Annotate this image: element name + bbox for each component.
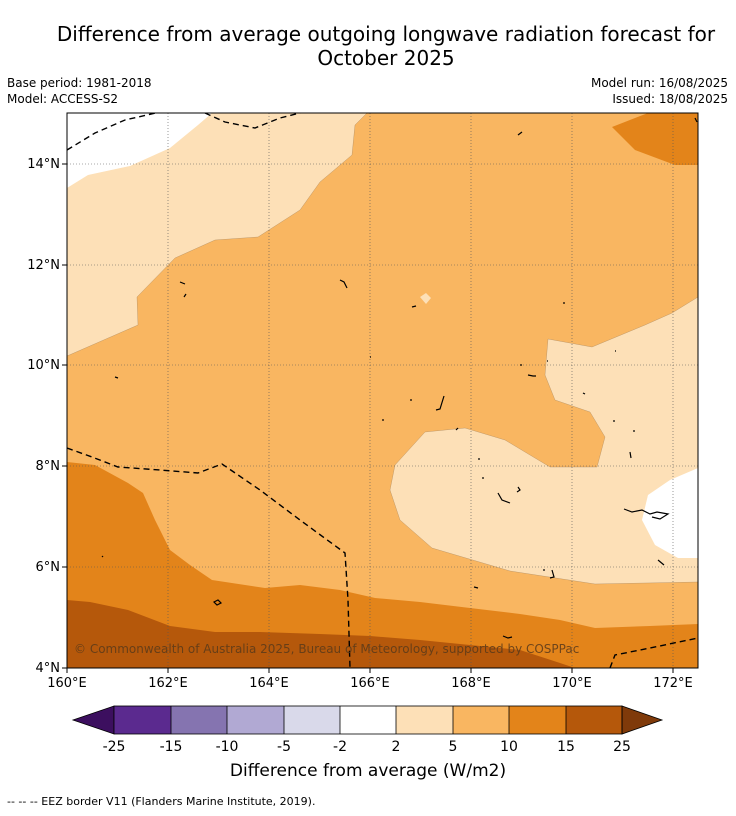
- colorbar-high-extend: [621, 705, 664, 735]
- lat-label-4n: 4°N: [36, 661, 61, 676]
- eez-legend-footer: -- -- -- EEZ border V11 (Flanders Marine…: [7, 795, 316, 808]
- lat-ticks: [62, 163, 67, 669]
- lon-label-164e: 164°E: [249, 676, 289, 691]
- colorbar-tick-minus25: -25: [103, 739, 126, 755]
- band-10-15-south: [67, 462, 698, 668]
- graticule: [67, 113, 698, 668]
- meta-left: Base period: 1981-2018 Model: ACCESS-S2: [7, 75, 152, 107]
- title-line-1: Difference from average outgoing longwav…: [56, 22, 716, 46]
- colorbar-tick-10: 10: [500, 739, 518, 755]
- colorbar-tick-2: 2: [392, 739, 401, 755]
- colorbar-label: Difference from average (W/m2): [229, 761, 507, 781]
- band-neutral-east: [642, 468, 698, 558]
- issued-date: Issued: 18/08/2025: [612, 92, 728, 106]
- colorbar-swatch-5: [340, 706, 396, 734]
- lat-label-12n: 12°N: [27, 258, 60, 273]
- colorbar-swatch-8: [509, 706, 566, 734]
- map-plot-area: © Commonwealth of Australia 2025, Bureau…: [67, 113, 698, 668]
- model-run: Model run: 16/08/2025: [590, 76, 728, 90]
- colorbar-swatch-3: [227, 706, 284, 734]
- band-2-5-east: [390, 297, 698, 584]
- model-name: Model: ACCESS-S2: [7, 92, 119, 106]
- map-title: Difference from average outgoing longwav…: [0, 22, 736, 70]
- band-10-15-northeast: [612, 113, 698, 165]
- colorbar-tick-minus15: -15: [160, 739, 183, 755]
- lat-label-10n: 10°N: [27, 358, 60, 373]
- contour-lines: [67, 113, 698, 585]
- lon-label-160e: 160°E: [47, 676, 87, 691]
- lon-label-168e: 168°E: [451, 676, 491, 691]
- lat-label-8n: 8°N: [36, 459, 61, 474]
- map-frame: [66, 112, 699, 669]
- colorbar-swatch-1: [114, 706, 171, 734]
- colorbar-tick-25: 25: [613, 739, 631, 755]
- band-2-5-islet: [420, 293, 431, 304]
- lat-label-14n: 14°N: [27, 157, 60, 172]
- colorbar-low-extend: [71, 705, 115, 735]
- base-period: Base period: 1981-2018: [7, 76, 152, 90]
- colorbar-swatch-2: [171, 706, 227, 734]
- colorbar-swatch-7: [453, 706, 509, 734]
- colorbar-swatch-6: [396, 706, 453, 734]
- band-neutral-northwest: [67, 113, 212, 188]
- colorbar-tick-minus5: -5: [277, 739, 291, 755]
- colorbar-tick-15: 15: [557, 739, 575, 755]
- lon-label-166e: 166°E: [350, 676, 390, 691]
- lat-labels: 14°N 12°N 10°N 8°N 6°N 4°N: [27, 157, 60, 676]
- lon-ticks: [66, 668, 674, 673]
- colorbar-swatch-4: [284, 706, 340, 734]
- band-2-5-northwest: [67, 113, 367, 356]
- lon-label-170e: 170°E: [552, 676, 592, 691]
- colorbar: -25 -15 -10 -5 -2 2 5 10 15 25: [71, 705, 664, 755]
- lon-labels: 160°E 162°E 164°E 166°E 168°E 170°E 172°…: [47, 676, 693, 691]
- lat-label-6n: 6°N: [36, 560, 61, 575]
- lon-label-162e: 162°E: [148, 676, 188, 691]
- colorbar-tick-5: 5: [449, 739, 458, 755]
- colorbar-tick-minus2: -2: [333, 739, 347, 755]
- lon-label-172e: 172°E: [653, 676, 693, 691]
- colorbar-swatch-9: [566, 706, 622, 734]
- copyright-watermark: © Commonwealth of Australia 2025, Bureau…: [74, 642, 579, 656]
- title-line-2: October 2025: [317, 46, 455, 70]
- meta-right: Model run: 16/08/2025 Issued: 18/08/2025: [591, 75, 728, 107]
- band-15-25-south: [67, 600, 575, 668]
- islands: [101, 117, 698, 639]
- eez-borders: [67, 113, 698, 668]
- colorbar-tick-minus10: -10: [216, 739, 239, 755]
